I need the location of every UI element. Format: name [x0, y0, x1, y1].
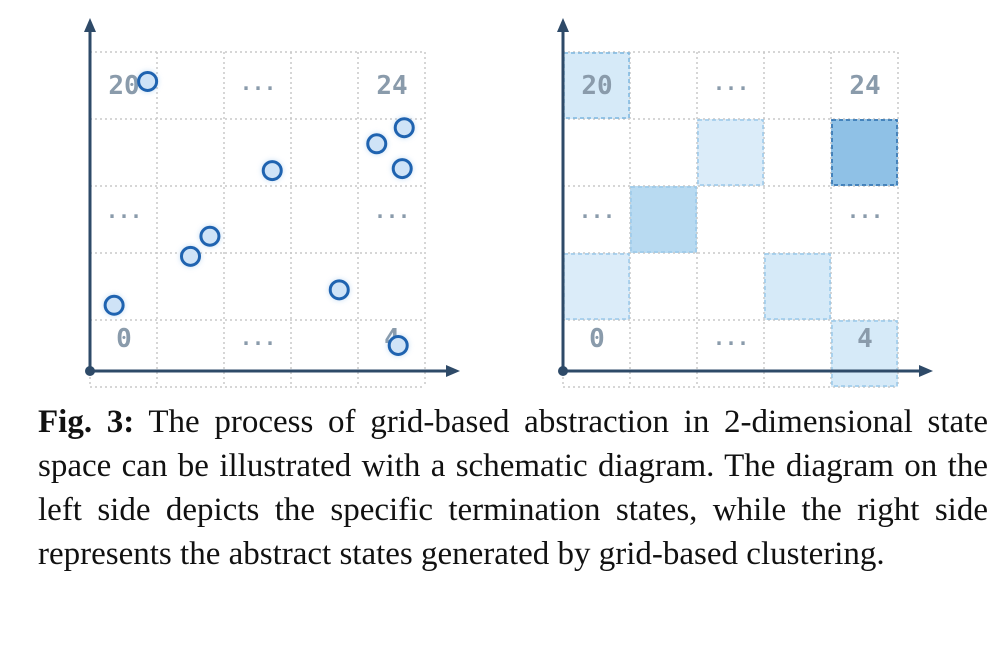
right-y-axis-arrow-icon — [557, 18, 569, 32]
right-ellipsis-top: ... — [713, 71, 749, 95]
abstract-state-cell-borders — [563, 52, 898, 387]
termination-state-point — [366, 133, 388, 155]
figure-caption-label: Fig. 3: — [38, 404, 135, 440]
figure-caption-text: The process of grid-based abstraction in… — [38, 404, 988, 572]
right-label-24: 24 — [849, 71, 880, 101]
abstract-state-cell-border — [764, 253, 831, 320]
abstract-state-cell-border — [831, 119, 898, 186]
right-label-20: 20 — [581, 71, 612, 101]
left-x-axis-arrow-icon — [446, 365, 460, 377]
right-origin-dot — [558, 366, 568, 376]
abstract-state-cells — [563, 52, 898, 387]
abstract-state-cell-border — [697, 119, 764, 186]
abstract-state-cell — [764, 253, 831, 320]
left-label-20: 20 — [108, 71, 139, 101]
abstract-state-cell-border — [630, 186, 697, 253]
right-x-axis-arrow-icon — [919, 365, 933, 377]
abstract-state-cell — [563, 253, 630, 320]
right-label-4: 4 — [857, 324, 873, 354]
left-ellipsis-left: ... — [106, 199, 142, 223]
right-axes — [557, 18, 933, 377]
right-ellipsis-right: ... — [847, 199, 883, 223]
abstract-state-cell — [697, 119, 764, 186]
left-y-axis-arrow-icon — [84, 18, 96, 32]
abstract-state-cell — [831, 119, 898, 186]
left-label-24: 24 — [376, 71, 407, 101]
termination-state-point — [261, 160, 283, 182]
termination-state-points — [103, 70, 415, 356]
right-ellipsis-bottom: ... — [713, 326, 749, 350]
figure-caption: Fig. 3: The process of grid-based abstra… — [38, 400, 988, 576]
termination-state-point — [137, 70, 159, 92]
abstract-state-cell — [563, 52, 630, 119]
right-ellipsis-left: ... — [579, 199, 615, 223]
right-panel-abstract-states: 20 24 0 4 ... ... ... ... — [557, 18, 933, 388]
grid-abstraction-figure: 20 24 0 4 ... ... ... ... 20 24 0 4 ... … — [84, 18, 933, 388]
termination-state-point — [103, 294, 125, 316]
left-panel-termination-states: 20 24 0 4 ... ... ... ... — [84, 18, 460, 388]
termination-state-point — [391, 158, 413, 180]
termination-state-point — [387, 334, 409, 356]
termination-state-point — [393, 117, 415, 139]
left-ellipsis-right: ... — [374, 199, 410, 223]
left-ellipsis-top: ... — [240, 71, 276, 95]
left-origin-dot — [85, 366, 95, 376]
abstract-state-cell — [630, 186, 697, 253]
termination-state-point — [180, 245, 201, 267]
right-label-0: 0 — [589, 324, 605, 354]
left-ellipsis-bottom: ... — [240, 326, 276, 350]
left-label-0: 0 — [116, 324, 132, 354]
termination-state-point — [328, 279, 350, 301]
left-axes — [84, 18, 460, 377]
abstract-state-cell-border — [831, 320, 898, 387]
abstract-state-cell — [831, 320, 898, 387]
termination-state-point — [199, 225, 221, 247]
